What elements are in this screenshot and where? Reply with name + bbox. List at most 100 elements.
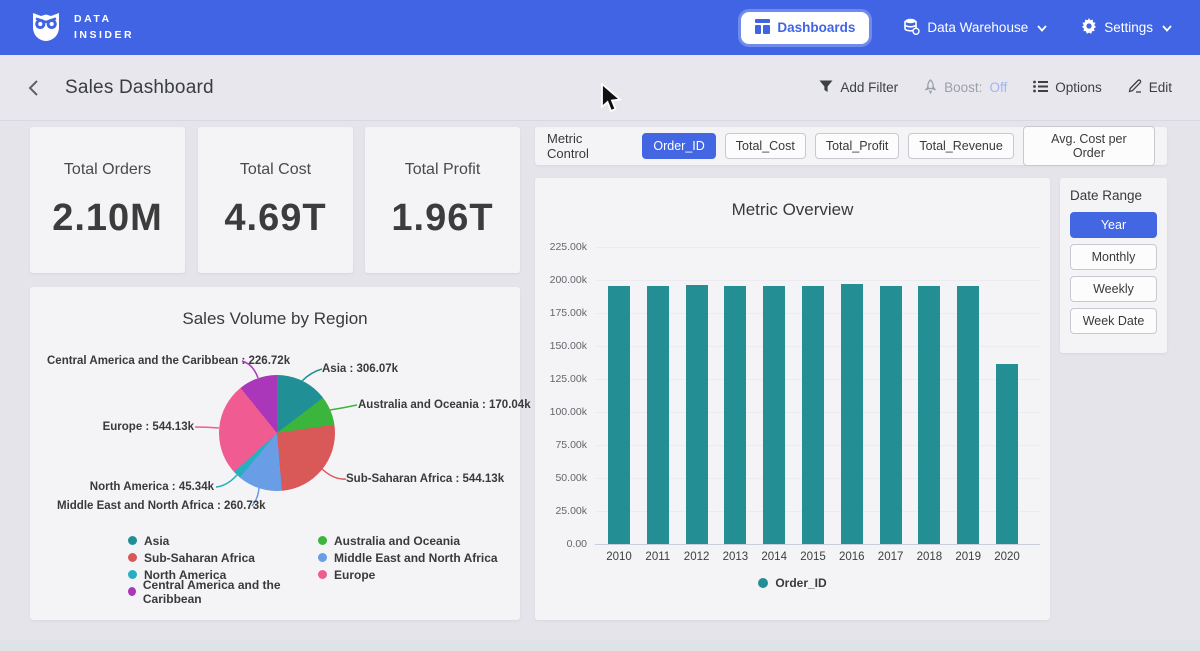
- pie-legend-item[interactable]: Australia and Oceania: [318, 532, 498, 549]
- bar-2014[interactable]: [763, 286, 785, 544]
- app-root: DATA INSIDER Dashboards: [0, 0, 1200, 651]
- legend-dot: [318, 570, 327, 579]
- kpi-label: Total Cost: [240, 161, 311, 179]
- add-filter-button[interactable]: Add Filter: [819, 80, 898, 96]
- y-axis-tick-label: 150.00k: [535, 340, 587, 352]
- x-axis-tick-label: 2016: [839, 551, 865, 563]
- nav-data-warehouse-label: Data Warehouse: [927, 20, 1028, 35]
- x-axis-tick-label: 2010: [606, 551, 632, 563]
- top-navbar: DATA INSIDER Dashboards: [0, 0, 1200, 55]
- date-range-label: Date Range: [1070, 188, 1157, 203]
- y-axis-tick-label: 200.00k: [535, 274, 587, 286]
- bar-2019[interactable]: [957, 286, 979, 544]
- bar-2018[interactable]: [918, 286, 940, 544]
- date-range-weekly-button[interactable]: Weekly: [1070, 276, 1157, 302]
- pie-legend-item[interactable]: Europe: [318, 566, 498, 583]
- bar-2020[interactable]: [996, 364, 1018, 544]
- metric-button-total-profit[interactable]: Total_Profit: [815, 133, 900, 159]
- pie-label-4: North America : 45.34k: [57, 481, 214, 493]
- bar-2012[interactable]: [686, 285, 708, 544]
- metric-button-avg-cost-per-order[interactable]: Avg. Cost per Order: [1023, 126, 1155, 166]
- date-range-year-button[interactable]: Year: [1070, 212, 1157, 238]
- page-header: Sales Dashboard Add Filter Boost: Off: [0, 55, 1200, 121]
- legend-label: Sub-Saharan Africa: [144, 551, 255, 565]
- brand-logo[interactable]: DATA INSIDER: [28, 7, 134, 48]
- list-options-icon: [1033, 80, 1048, 96]
- legend-label: Europe: [334, 568, 375, 582]
- bar-2015[interactable]: [802, 286, 824, 544]
- options-button[interactable]: Options: [1033, 80, 1102, 96]
- x-axis-tick-label: 2011: [645, 551, 670, 563]
- legend-label: Middle East and North Africa: [334, 551, 498, 565]
- boost-toggle[interactable]: Boost: Off: [924, 79, 1007, 97]
- bar-2010[interactable]: [608, 286, 630, 544]
- bar-legend-label: Order_ID: [775, 576, 826, 590]
- filter-funnel-icon: [819, 80, 833, 96]
- y-axis-tick-label: 225.00k: [535, 241, 587, 253]
- boost-label: Boost:: [944, 80, 982, 95]
- date-range-week-date-button[interactable]: Week Date: [1070, 308, 1157, 334]
- chevron-down-icon: [1162, 20, 1172, 35]
- date-range-monthly-button[interactable]: Monthly: [1070, 244, 1157, 270]
- legend-dot: [128, 570, 137, 579]
- legend-dot: [128, 587, 136, 596]
- pencil-icon: [1128, 79, 1142, 96]
- y-axis-tick-label: 0.00: [535, 538, 587, 550]
- kpi-card-total-orders: Total Orders 2.10M: [30, 127, 185, 273]
- legend-dot: [128, 536, 137, 545]
- kpi-label: Total Orders: [64, 161, 151, 179]
- pie-label-5: Europe : 544.13k: [57, 421, 194, 433]
- x-axis-tick-label: 2012: [684, 551, 710, 563]
- pie-legend-item[interactable]: Asia: [128, 532, 318, 549]
- y-axis-tick-label: 50.00k: [535, 472, 587, 484]
- back-button[interactable]: [28, 79, 39, 97]
- bar-chart-legend[interactable]: Order_ID: [535, 576, 1050, 590]
- database-icon: [903, 18, 920, 38]
- bar-2017[interactable]: [880, 286, 902, 544]
- x-axis-tick-label: 2019: [955, 551, 981, 563]
- bar-2016[interactable]: [841, 284, 863, 544]
- edit-button[interactable]: Edit: [1128, 79, 1172, 96]
- kpi-value: 2.10M: [52, 197, 163, 240]
- metric-overview-card: Metric Overview 0.0025.00k50.00k75.00k10…: [535, 178, 1050, 620]
- kpi-card-total-profit: Total Profit 1.96T: [365, 127, 520, 273]
- nav-settings-menu[interactable]: Settings: [1081, 18, 1172, 37]
- kpi-value: 1.96T: [391, 197, 493, 240]
- pie-chart-area: Asia : 306.07kAustralia and Oceania : 17…: [30, 287, 520, 527]
- brand-line2: INSIDER: [74, 28, 134, 43]
- bar-2013[interactable]: [724, 286, 746, 544]
- pie-label-1: Australia and Oceania : 170.04k: [358, 399, 518, 411]
- footer-strip: [0, 640, 1200, 651]
- pie-chart[interactable]: [219, 375, 335, 491]
- pie-legend-item[interactable]: Middle East and North Africa: [318, 549, 498, 566]
- y-axis-tick-label: 25.00k: [535, 505, 587, 517]
- pie-chart-legend: Asia Australia and Oceania Sub-Saharan Afr…: [128, 532, 498, 600]
- kpi-value: 4.69T: [224, 197, 326, 240]
- x-axis-tick-label: 2014: [761, 551, 787, 563]
- metric-button-total-revenue[interactable]: Total_Revenue: [908, 133, 1013, 159]
- legend-label: Central America and the Caribbean: [143, 578, 318, 606]
- metric-button-total-cost[interactable]: Total_Cost: [725, 133, 806, 159]
- owl-logo-icon: [28, 7, 64, 48]
- metric-button-order-id[interactable]: Order_ID: [642, 133, 715, 159]
- metric-control-bar: Metric Control Order_ID Total_Cost Total…: [535, 127, 1167, 165]
- sales-volume-card: Sales Volume by Region Asia : 306.07kAus…: [30, 287, 520, 620]
- nav-data-warehouse-menu[interactable]: Data Warehouse: [903, 18, 1047, 38]
- x-axis-tick-label: 2020: [994, 551, 1020, 563]
- x-axis-tick-label: 2015: [800, 551, 826, 563]
- pie-label-2: Sub-Saharan Africa : 544.13k: [346, 473, 516, 485]
- bar-chart-plot: 0.0025.00k50.00k75.00k100.00k125.00k150.…: [535, 178, 1050, 620]
- legend-label: Asia: [144, 534, 169, 548]
- legend-label: Australia and Oceania: [334, 534, 460, 548]
- gridline: [595, 280, 1040, 281]
- bar-2011[interactable]: [647, 286, 669, 544]
- page-title: Sales Dashboard: [65, 77, 214, 99]
- gridline: [595, 544, 1040, 545]
- options-label: Options: [1055, 80, 1102, 95]
- legend-dot: [758, 578, 768, 588]
- boost-value: Off: [989, 80, 1007, 95]
- x-axis-tick-label: 2017: [878, 551, 904, 563]
- nav-dashboards-button[interactable]: Dashboards: [741, 12, 869, 44]
- pie-legend-item[interactable]: Central America and the Caribbean: [128, 583, 318, 600]
- pie-legend-item[interactable]: Sub-Saharan Africa: [128, 549, 318, 566]
